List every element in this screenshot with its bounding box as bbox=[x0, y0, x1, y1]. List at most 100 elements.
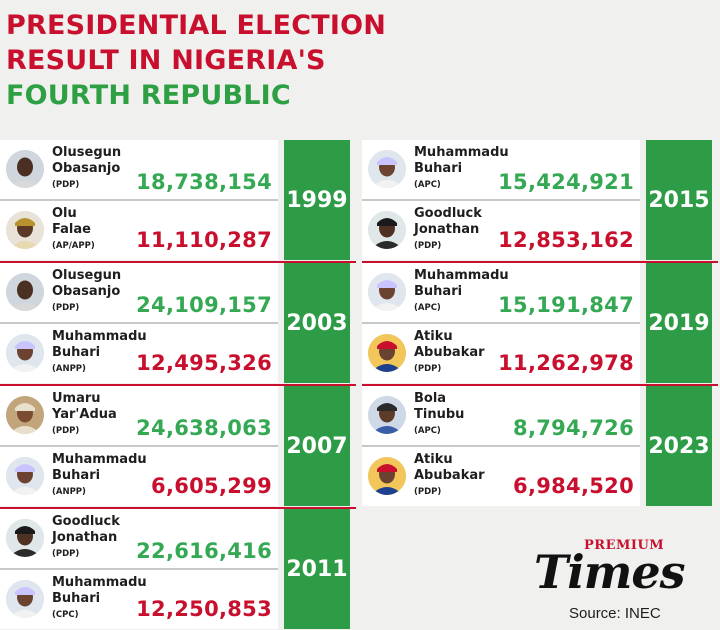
title-line-2: RESULT IN NIGERIA'S bbox=[6, 45, 326, 76]
election-year-badge: 2011 bbox=[284, 509, 350, 629]
candidate-last-name: Buhari bbox=[414, 161, 463, 176]
candidate-last-name: Buhari bbox=[52, 468, 101, 483]
title-line-1: PRESIDENTIAL ELECTION bbox=[6, 10, 387, 41]
candidate-last-name: Buhari bbox=[414, 284, 463, 299]
vote-count: 11,110,287 bbox=[136, 228, 272, 252]
candidate-first-name: Olusegun bbox=[52, 145, 122, 160]
candidate-last-name: Jonathan bbox=[414, 222, 480, 237]
candidate-last-name: Buhari bbox=[52, 345, 101, 360]
block-divider bbox=[362, 384, 718, 386]
row-divider bbox=[0, 445, 278, 447]
vote-count: 11,262,978 bbox=[498, 351, 634, 375]
vote-count: 18,738,154 bbox=[136, 170, 272, 194]
candidate-row-winner: Muhammadu Buhari (APC) 15,191,847 bbox=[362, 263, 640, 322]
candidate-party: (ANPP) bbox=[52, 364, 86, 374]
candidate-party: (PDP) bbox=[52, 303, 80, 313]
candidate-party: (PDP) bbox=[52, 180, 80, 190]
candidate-first-name: Muhammadu bbox=[52, 329, 147, 344]
source-note: Source: INEC bbox=[569, 605, 661, 622]
candidate-photo bbox=[368, 150, 406, 188]
candidate-last-name: Buhari bbox=[52, 591, 101, 606]
vote-count: 12,250,853 bbox=[136, 597, 272, 621]
vote-count: 6,605,299 bbox=[151, 474, 272, 498]
candidate-last-name: Abubakar bbox=[414, 468, 485, 483]
election-block-2007: Umaru Yar'Adua (PDP) 24,638,063 Muhammadu Bu… bbox=[0, 386, 356, 509]
election-block-1999: Olusegun Obasanjo (PDP) 18,738,154 Olu Falae… bbox=[0, 140, 356, 263]
vote-count: 22,616,416 bbox=[136, 539, 272, 563]
election-block-2019: Muhammadu Buhari (APC) 15,191,847 Atiku Abub… bbox=[362, 263, 718, 386]
election-block-2015: Muhammadu Buhari (APC) 15,424,921 Goodluck J… bbox=[362, 140, 718, 263]
candidate-photo bbox=[6, 457, 44, 495]
block-divider bbox=[0, 261, 356, 263]
candidate-row-winner: Olusegun Obasanjo (PDP) 24,109,157 bbox=[0, 263, 278, 322]
candidate-row-runner-up: Atiku Abubakar (PDP) 11,262,978 bbox=[362, 324, 640, 383]
candidate-first-name: Muhammadu bbox=[52, 452, 147, 467]
vote-count: 6,984,520 bbox=[513, 474, 634, 498]
election-block-2023: Bola Tinubu (APC) 8,794,726 Atiku Abubakar (P… bbox=[362, 386, 718, 506]
block-divider bbox=[362, 261, 718, 263]
row-divider bbox=[0, 568, 278, 570]
candidate-last-name: Falae bbox=[52, 222, 91, 237]
election-block-2011: Goodluck Jonathan (PDP) 22,616,416 Muhammad… bbox=[0, 509, 356, 629]
candidate-party: (CPC) bbox=[52, 610, 79, 620]
candidate-row-winner: Bola Tinubu (APC) 8,794,726 bbox=[362, 386, 640, 445]
election-year-badge: 2019 bbox=[646, 263, 712, 383]
vote-count: 24,109,157 bbox=[136, 293, 272, 317]
candidate-row-runner-up: Muhammadu Buhari (CPC) 12,250,853 bbox=[0, 570, 278, 629]
candidate-photo bbox=[6, 519, 44, 557]
candidate-party: (PDP) bbox=[414, 487, 442, 497]
candidate-first-name: Muhammadu bbox=[52, 575, 147, 590]
vote-count: 15,424,921 bbox=[498, 170, 634, 194]
row-divider bbox=[362, 445, 640, 447]
candidate-party: (APC) bbox=[414, 180, 441, 190]
candidate-last-name: Abubakar bbox=[414, 345, 485, 360]
candidate-photo bbox=[368, 334, 406, 372]
candidate-row-runner-up: Olu Falae (AP/APP) 11,110,287 bbox=[0, 201, 278, 260]
candidate-photo bbox=[6, 580, 44, 618]
candidate-last-name: Jonathan bbox=[52, 530, 118, 545]
block-divider bbox=[0, 384, 356, 386]
candidate-last-name: Tinubu bbox=[414, 407, 465, 422]
candidate-first-name: Atiku bbox=[414, 329, 453, 344]
candidate-row-winner: Olusegun Obasanjo (PDP) 18,738,154 bbox=[0, 140, 278, 199]
candidate-row-runner-up: Goodluck Jonathan (PDP) 12,853,162 bbox=[362, 201, 640, 260]
candidate-row-winner: Goodluck Jonathan (PDP) 22,616,416 bbox=[0, 509, 278, 568]
candidate-row-runner-up: Muhammadu Buhari (ANPP) 6,605,299 bbox=[0, 447, 278, 506]
election-year-badge: 2023 bbox=[646, 386, 712, 506]
candidate-photo bbox=[6, 273, 44, 311]
candidate-last-name: Yar'Adua bbox=[52, 407, 117, 422]
candidate-first-name: Umaru bbox=[52, 391, 101, 406]
election-year-badge: 2003 bbox=[284, 263, 350, 383]
candidate-first-name: Olusegun bbox=[52, 268, 122, 283]
logo-times-text: Times bbox=[534, 545, 686, 599]
candidate-party: (APC) bbox=[414, 303, 441, 313]
candidate-row-runner-up: Atiku Abubakar (PDP) 6,984,520 bbox=[362, 447, 640, 506]
candidate-row-winner: Umaru Yar'Adua (PDP) 24,638,063 bbox=[0, 386, 278, 445]
candidate-party: (PDP) bbox=[414, 241, 442, 251]
vote-count: 12,495,326 bbox=[136, 351, 272, 375]
block-divider bbox=[0, 507, 356, 509]
candidate-party: (PDP) bbox=[52, 549, 80, 559]
election-block-2003: Olusegun Obasanjo (PDP) 24,109,157 Muhammad… bbox=[0, 263, 356, 386]
premium-times-logo: PREMIUM Times bbox=[534, 538, 716, 602]
vote-count: 8,794,726 bbox=[513, 416, 634, 440]
vote-count: 12,853,162 bbox=[498, 228, 634, 252]
vote-count: 24,638,063 bbox=[136, 416, 272, 440]
candidate-photo bbox=[368, 396, 406, 434]
row-divider bbox=[0, 199, 278, 201]
row-divider bbox=[362, 199, 640, 201]
candidate-party: (ANPP) bbox=[52, 487, 86, 497]
candidate-first-name: Goodluck bbox=[414, 206, 482, 221]
candidate-photo bbox=[6, 334, 44, 372]
candidate-first-name: Muhammadu bbox=[414, 268, 509, 283]
election-year-badge: 1999 bbox=[284, 140, 350, 260]
title-line-3: FOURTH REPUBLIC bbox=[6, 80, 291, 111]
row-divider bbox=[362, 322, 640, 324]
election-year-badge: 2015 bbox=[646, 140, 712, 260]
candidate-photo bbox=[368, 273, 406, 311]
candidate-photo bbox=[6, 396, 44, 434]
election-year-badge: 2007 bbox=[284, 386, 350, 506]
candidate-row-winner: Muhammadu Buhari (APC) 15,424,921 bbox=[362, 140, 640, 199]
candidate-last-name: Obasanjo bbox=[52, 284, 121, 299]
candidate-party: (PDP) bbox=[414, 364, 442, 374]
